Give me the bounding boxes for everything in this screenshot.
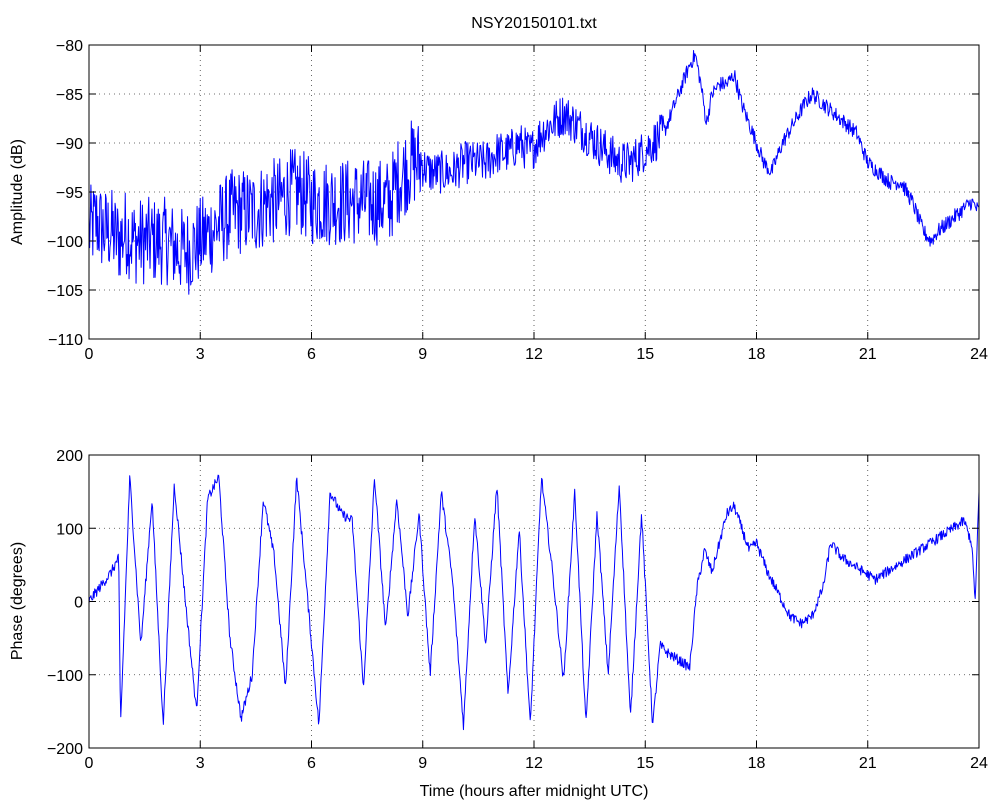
- phase-y-tick-label: 200: [56, 448, 83, 465]
- amplitude-x-tick-label: 3: [196, 346, 205, 363]
- phase-x-tick-label: 3: [196, 755, 205, 772]
- phase-series-line-0: [88, 474, 980, 731]
- amplitude-x-ticks: 0 3 6 9 12 15 18 21 24: [85, 45, 988, 363]
- amplitude-y-axis-label: Amplitude (dB): [9, 139, 26, 245]
- amplitude-grid: [89, 45, 979, 339]
- phase-y-tick-label: 100: [56, 521, 83, 538]
- amplitude-y-ticks: −80 −85 −90 −95 −100 −105 −110: [47, 38, 979, 349]
- chart-title: NSY20150101.txt: [471, 15, 597, 32]
- amplitude-chart: 0 3 6 9 12 15 18 21 24 −80−85−90−95−100−105−110 …: [9, 38, 988, 363]
- phase-y-tick-label: −200: [47, 741, 83, 758]
- amplitude-x-tick-label: 0: [85, 346, 94, 363]
- amplitude-x-tick-label: 18: [748, 346, 766, 363]
- amplitude-x-tick-label: 6: [307, 346, 316, 363]
- phase-x-tick-label: 9: [418, 755, 427, 772]
- phase-x-tick-label: 12: [525, 755, 543, 772]
- phase-x-axis-label: Time (hours after midnight UTC): [420, 783, 649, 800]
- phase-series: [88, 474, 980, 731]
- amplitude-series: [88, 49, 980, 295]
- amplitude-series-line-0: [88, 49, 980, 295]
- phase-chart: 0 3 6 9 12 15 18 21 24 200 100 0 −100 −200 Phase (de…: [9, 448, 988, 800]
- amplitude-y-tick-label: −100: [47, 234, 83, 251]
- amplitude-y-tick-label: −110: [48, 332, 83, 349]
- amplitude-x-tick-label: 21: [859, 346, 877, 363]
- amplitude-y-tick-label: −90: [56, 136, 83, 153]
- phase-x-tick-label: 6: [307, 755, 316, 772]
- phase-x-tick-label: 15: [636, 755, 654, 772]
- amplitude-x-tick-label: 9: [418, 346, 427, 363]
- phase-x-tick-label: 24: [970, 755, 988, 772]
- amplitude-y-tick-label: −80: [56, 38, 83, 55]
- amplitude-x-tick-label: 15: [636, 346, 654, 363]
- amplitude-y-tick-label: −95: [56, 185, 83, 202]
- phase-x-ticks: 0 3 6 9 12 15 18 21 24: [85, 455, 988, 772]
- phase-y-tick-label: 0: [74, 595, 83, 612]
- amplitude-y-tick-label: −85: [56, 87, 83, 104]
- phase-y-tick-label: −100: [47, 668, 83, 685]
- phase-x-tick-label: 0: [85, 755, 94, 772]
- amplitude-x-tick-label: 12: [525, 346, 543, 363]
- amplitude-x-tick-label: 24: [970, 346, 988, 363]
- phase-x-tick-label: 18: [748, 755, 766, 772]
- phase-y-ticks: 200 100 0 −100 −200: [47, 448, 979, 758]
- phase-y-axis-label: Phase (degrees): [9, 542, 26, 660]
- amplitude-y-tick-label: −105: [47, 283, 83, 300]
- phase-x-tick-label: 21: [859, 755, 877, 772]
- phase-grid: [89, 455, 979, 748]
